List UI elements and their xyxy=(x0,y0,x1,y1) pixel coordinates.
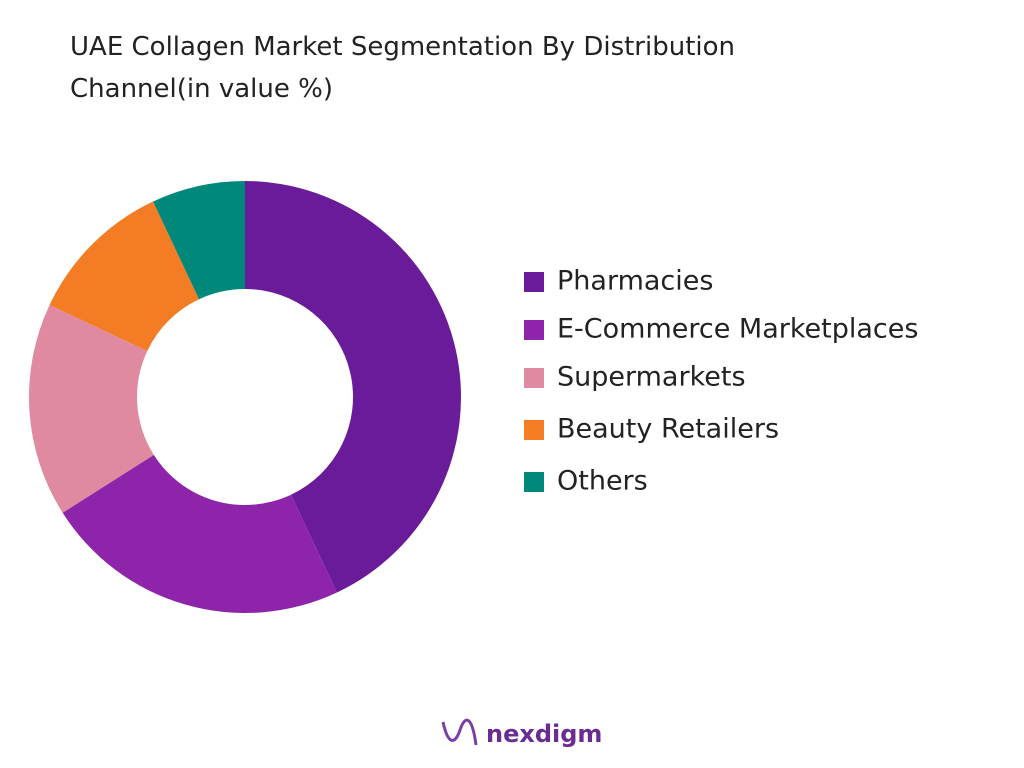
donut-slice xyxy=(62,454,337,613)
donut-slice xyxy=(28,305,154,513)
donut-slice xyxy=(153,181,245,300)
donut-slice xyxy=(49,201,200,352)
legend-swatch xyxy=(524,420,544,440)
legend-label: E-Commerce Marketplaces xyxy=(557,314,918,345)
logo-mark xyxy=(441,718,478,746)
logo-icon xyxy=(441,718,478,746)
legend-swatch xyxy=(524,472,544,492)
legend-label: Others xyxy=(557,466,648,497)
legend-swatch xyxy=(524,320,544,340)
legend-label: Beauty Retailers xyxy=(557,414,779,445)
legend-swatch xyxy=(524,368,544,388)
chart-title: UAE Collagen Market Segmentation By Dist… xyxy=(70,32,736,104)
logo-text: nexdigm xyxy=(486,720,602,748)
donut-slice xyxy=(245,181,462,593)
legend-label: Pharmacies xyxy=(557,266,713,297)
legend-swatch xyxy=(524,272,544,292)
legend-label: Supermarkets xyxy=(557,362,746,393)
